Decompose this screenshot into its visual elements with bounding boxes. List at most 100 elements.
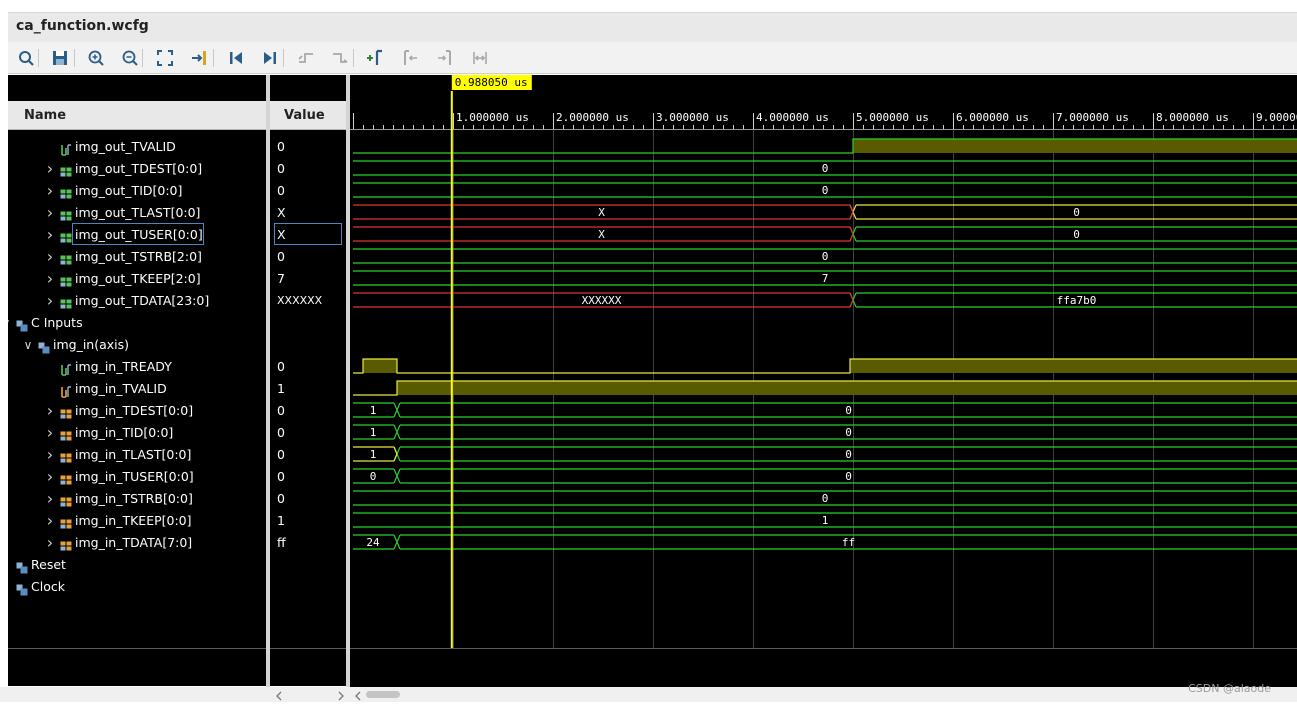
signal-value-cell[interactable]: X (270, 223, 346, 246)
signal-value-cell[interactable]: 0 (270, 422, 346, 444)
wave-trace[interactable]: 24 ff (353, 534, 1297, 550)
expand-chevron-icon[interactable]: › (46, 445, 54, 464)
signal-value-cell[interactable]: 1 (270, 378, 346, 400)
signal-row[interactable]: img_out_TVALID (8, 136, 266, 158)
wave-trace[interactable] (353, 358, 1297, 374)
waveform-viewer[interactable]: 1.000000 us 2.000000 us 3.000000 us 4.00000… (350, 75, 1297, 687)
search-button[interactable] (14, 46, 38, 70)
signal-value-cell[interactable] (270, 554, 346, 576)
wave-trace[interactable] (353, 380, 1297, 396)
expand-chevron-icon[interactable]: › (8, 554, 12, 576)
expand-chevron-icon[interactable]: › (46, 159, 54, 178)
signal-row[interactable]: ∨ img_in(axis) (8, 334, 266, 356)
signal-row[interactable]: › img_out_TKEEP[2:0] (8, 268, 266, 290)
expand-chevron-icon[interactable]: › (46, 225, 54, 244)
wave-trace[interactable]: XXXXXX ffa7b0 (353, 292, 1297, 308)
signal-row[interactable]: ∨ C Inputs (8, 312, 266, 334)
zoom-out-button[interactable] (118, 46, 142, 70)
name-column-header[interactable]: Name (8, 101, 266, 130)
go-to-time-zero-button[interactable] (224, 46, 248, 70)
expand-chevron-icon[interactable]: › (8, 576, 12, 598)
expand-chevron-icon[interactable]: › (46, 401, 54, 420)
collapse-chevron-icon[interactable]: ∨ (23, 338, 33, 352)
expand-chevron-icon[interactable]: › (46, 533, 54, 552)
wave-trace[interactable]: 0 (353, 248, 1297, 264)
signal-row[interactable]: › img_in_TKEEP[0:0] (8, 510, 266, 532)
name-value-splitter[interactable] (266, 75, 270, 687)
signal-value-cell[interactable] (270, 334, 346, 356)
wave-trace[interactable]: 0 (353, 490, 1297, 506)
go-to-last-time-button[interactable] (258, 46, 282, 70)
expand-chevron-icon[interactable]: › (46, 181, 54, 200)
signal-value-cell[interactable]: 7 (270, 268, 346, 290)
signal-row[interactable]: › img_in_TID[0:0] (8, 422, 266, 444)
expand-chevron-icon[interactable]: › (46, 489, 54, 508)
signal-row[interactable]: › img_in_TLAST[0:0] (8, 444, 266, 466)
signal-value-cell[interactable]: 0 (270, 246, 346, 268)
next-marker-button[interactable] (433, 46, 457, 70)
next-transition-button[interactable] (328, 46, 352, 70)
expand-chevron-icon[interactable]: › (46, 247, 54, 266)
signal-value-cell[interactable]: 0 (270, 400, 346, 422)
previous-transition-button[interactable] (294, 46, 318, 70)
wave-scroll-left-icon[interactable] (355, 691, 361, 701)
signal-row[interactable]: › img_out_TID[0:0] (8, 180, 266, 202)
signal-row[interactable]: › img_out_TDATA[23:0] (8, 290, 266, 312)
expand-chevron-icon[interactable]: › (46, 291, 54, 310)
signal-row[interactable]: › img_in_TDATA[7:0] (8, 532, 266, 554)
go-to-cursor-button[interactable] (188, 46, 212, 70)
zoom-in-button[interactable] (84, 46, 108, 70)
signal-value-cell[interactable]: 0 (270, 466, 346, 488)
signal-value-cell[interactable]: X (270, 202, 346, 224)
signal-row[interactable]: › img_in_TSTRB[0:0] (8, 488, 266, 510)
signal-value-cell[interactable]: 0 (270, 180, 346, 202)
time-cursor[interactable]: 0.988050 us (450, 75, 532, 648)
signal-row[interactable]: › img_in_TUSER[0:0] (8, 466, 266, 488)
signal-value-cell[interactable]: 1 (270, 510, 346, 532)
signal-row[interactable]: › img_in_TDEST[0:0] (8, 400, 266, 422)
wave-scroll-thumb[interactable] (366, 691, 400, 698)
expand-chevron-icon[interactable]: › (46, 467, 54, 486)
expand-chevron-icon[interactable]: › (46, 423, 54, 442)
value-wave-splitter[interactable] (346, 75, 350, 687)
signal-row[interactable]: › img_out_TSTRB[2:0] (8, 246, 266, 268)
wave-trace[interactable]: 7 (353, 270, 1297, 286)
wave-window-tab[interactable]: ca_function.wcfg (8, 12, 1297, 42)
scroll-right-icon[interactable] (338, 691, 344, 701)
signal-value-cell[interactable] (270, 576, 346, 598)
signal-value-cell[interactable]: 0 (270, 136, 346, 158)
wave-trace[interactable] (353, 138, 1297, 154)
signal-value-cell[interactable]: 0 (270, 444, 346, 466)
signal-row[interactable]: › img_out_TUSER[0:0] (8, 223, 266, 246)
expand-chevron-icon[interactable]: › (46, 511, 54, 530)
swap-cursors-button[interactable] (468, 46, 492, 70)
signal-row[interactable]: › Clock (8, 576, 266, 598)
scroll-left-icon[interactable] (276, 691, 282, 701)
collapse-chevron-icon[interactable]: ∨ (8, 312, 12, 334)
signal-value-cell[interactable]: 0 (270, 158, 346, 180)
wave-trace[interactable]: 0 (353, 182, 1297, 198)
signal-value-cell[interactable]: 0 (270, 356, 346, 378)
signal-value-cell[interactable] (270, 312, 346, 334)
signal-row[interactable]: › Reset (8, 554, 266, 576)
signal-row[interactable]: › img_out_TDEST[0:0] (8, 158, 266, 180)
signal-row[interactable]: › img_out_TLAST[0:0] (8, 202, 266, 224)
expand-chevron-icon[interactable]: › (46, 203, 54, 222)
previous-marker-button[interactable] (398, 46, 422, 70)
wave-trace[interactable]: 0 (353, 160, 1297, 176)
expand-chevron-icon[interactable]: › (46, 269, 54, 288)
signal-value-cell[interactable]: 0 (270, 488, 346, 510)
signal-value-cell[interactable]: ff (270, 532, 346, 554)
add-marker-button[interactable] (363, 46, 387, 70)
signal-value-cell[interactable]: XXXXXX (270, 290, 346, 312)
signal-row[interactable]: img_in_TREADY (8, 356, 266, 378)
signal-row[interactable]: img_in_TVALID (8, 378, 266, 400)
zoom-fit-button[interactable] (153, 46, 177, 70)
wave-trace[interactable]: 1 (353, 512, 1297, 528)
